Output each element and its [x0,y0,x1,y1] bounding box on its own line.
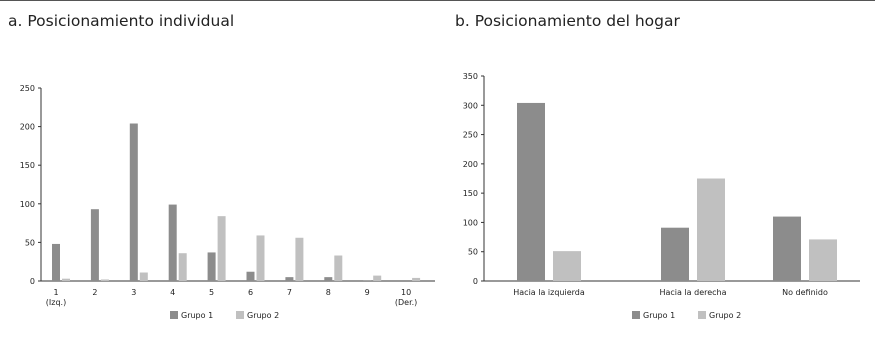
chart-a-bar [295,237,304,281]
chart-a-bar [334,255,343,281]
chart-a-bar [62,278,70,281]
chart-a-x-tick-sublabel: (Izq.) [46,298,66,307]
chart-a: 0 50 100 150 200 250 1(Izq.) 2 3 4 5 6 7 8 9 10(Der.) Gr… [20,84,435,320]
chart-b-bar [661,227,689,281]
chart-a-x-tick-label: 3 [131,288,136,297]
chart-b-y-tick-label: 300 [463,101,478,110]
chart-a-bar [412,277,421,281]
chart-b-bar [553,251,581,281]
chart-b-x-tick-label: Hacia la derecha [659,288,726,297]
chart-a-bar [324,277,333,281]
chart-a-x-tick-label: 2 [92,288,97,297]
chart-b-legend-label: Grupo 1 [643,311,675,320]
chart-b-y-tick-label: 0 [473,277,478,286]
chart-a-x-tick-label: 10 [401,288,411,297]
chart-b-y-tick-label: 250 [463,131,478,140]
chart-a-legend-swatch [170,311,178,319]
chart-a-y-tick-label: 0 [30,277,35,286]
chart-a-y-tick-label: 50 [25,238,35,247]
chart-a-x-tick-label: 1 [53,288,58,297]
chart-a-title: a. Posicionamiento individual [8,12,235,30]
chart-a-bar [256,235,265,281]
chart-a-x-tick-label: 6 [248,288,253,297]
chart-a-bar [168,204,177,281]
chart-a-bar [207,252,216,281]
top-rule [0,0,875,1]
chart-a-legend-label: Grupo 1 [181,311,213,320]
chart-a-bar [52,243,60,281]
chart-b-legend-swatch [632,311,640,319]
chart-a-bar [100,279,109,281]
chart-a-bar [139,272,148,281]
chart-b-bar [773,216,801,281]
chart-a-bar [285,277,294,281]
chart-b-bar [809,239,837,281]
chart-b-y-tick-label: 350 [463,72,478,81]
chart-a-bar [246,271,255,281]
chart-a-legend-label: Grupo 2 [247,311,279,320]
chart-b-y-tick-label: 150 [463,189,478,198]
chart-a-x-tick-sublabel: (Der.) [395,298,417,307]
chart-b-bar [517,102,545,281]
chart-a-bar [217,216,226,281]
chart-a-bar [129,123,138,282]
chart-b-y-tick-label: 200 [463,160,478,169]
chart-a-x-tick-label: 7 [287,288,292,297]
chart-a-bar [90,209,99,281]
chart-a-x-tick-label: 8 [326,288,331,297]
chart-a-legend-swatch [236,311,244,319]
chart-b-legend-label: Grupo 2 [709,311,741,320]
chart-a-x-tick-label: 5 [209,288,214,297]
chart-a-y-tick-label: 200 [20,123,35,132]
chart-a-bar [178,253,187,281]
chart-a-x-tick-label: 9 [365,288,370,297]
chart-a-y-tick-label: 250 [20,84,35,93]
chart-b-legend-swatch [698,311,706,319]
chart-b: 0 50 100 150 200 250 300 350 Hacia la izquierda H… [463,72,860,320]
chart-a-y-tick-label: 100 [20,200,35,209]
chart-b-bar [697,178,725,281]
chart-a-y-tick-label: 150 [20,161,35,170]
chart-a-bar [363,280,372,281]
chart-b-y-tick-label: 100 [463,218,478,227]
chart-b-title: b. Posicionamiento del hogar [455,12,680,30]
chart-a-bar [373,275,382,281]
chart-b-x-tick-label: Hacia la izquierda [513,288,585,297]
chart-a-x-tick-label: 4 [170,288,175,297]
chart-b-x-tick-label: No definido [782,288,828,297]
chart-b-y-tick-label: 50 [468,248,478,257]
